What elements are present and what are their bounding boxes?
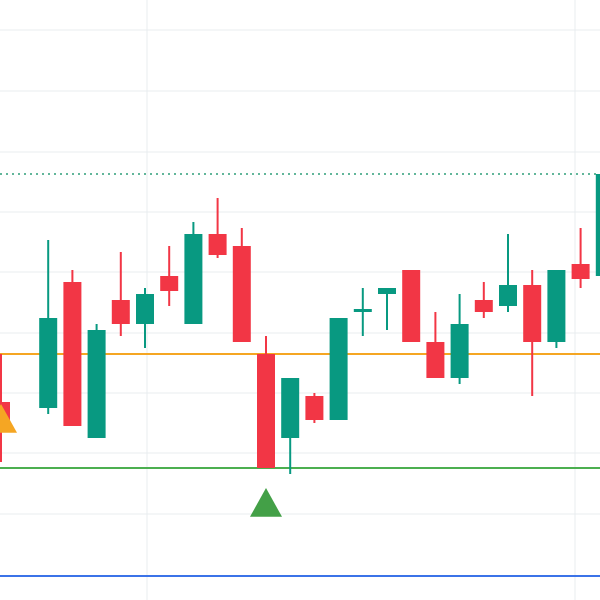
candle-body — [257, 354, 275, 468]
candle-body — [208, 234, 227, 255]
candle-body — [184, 234, 203, 324]
candle — [571, 228, 590, 288]
candle — [208, 198, 227, 258]
candle — [232, 228, 251, 342]
candle — [523, 270, 542, 396]
candle — [87, 324, 106, 438]
candle — [353, 288, 372, 336]
candle — [595, 174, 600, 276]
candle — [474, 282, 493, 318]
candle — [499, 234, 517, 312]
candle-body — [474, 300, 493, 312]
candle-body — [39, 318, 58, 408]
candle-body — [523, 285, 542, 342]
candle-body — [232, 246, 251, 342]
candle-body — [160, 276, 179, 291]
candle — [63, 270, 82, 426]
candle-body — [499, 285, 517, 306]
candle-body — [329, 318, 348, 420]
candle-body — [87, 330, 106, 438]
candle — [257, 336, 275, 468]
candle-body — [595, 174, 600, 276]
candle — [184, 222, 203, 324]
candle-body — [63, 282, 82, 426]
candle — [378, 288, 396, 330]
candle — [39, 240, 58, 414]
candle — [547, 270, 566, 348]
candle-body — [426, 342, 445, 378]
candle-body — [111, 300, 130, 324]
candle — [426, 312, 445, 378]
candle-body — [353, 309, 372, 312]
candle — [160, 246, 179, 306]
signals — [0, 404, 282, 517]
candle-body — [305, 396, 324, 420]
orange-signal-marker — [0, 404, 17, 433]
candle-body — [281, 378, 300, 438]
candle — [402, 270, 421, 342]
candle — [111, 252, 130, 336]
candle-body — [402, 270, 421, 342]
candle-body — [136, 294, 154, 324]
candle-body — [571, 264, 590, 279]
candle-body — [378, 288, 396, 294]
candle — [281, 378, 300, 474]
green-signal-marker — [250, 488, 282, 517]
candle — [450, 294, 469, 384]
candle-body — [450, 324, 469, 378]
candle — [305, 393, 324, 423]
candle — [329, 318, 348, 420]
candles — [0, 174, 600, 474]
candle-body — [547, 270, 566, 342]
candle — [136, 288, 154, 348]
